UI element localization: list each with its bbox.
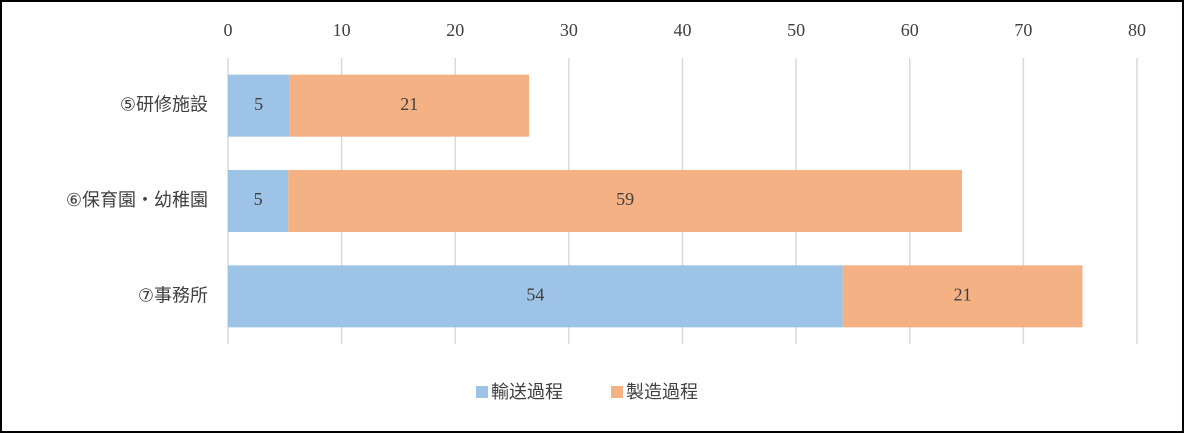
category-label: ⑦事務所 bbox=[138, 285, 208, 306]
x-tick-label: 50 bbox=[787, 20, 805, 40]
data-label: 5 bbox=[254, 94, 263, 114]
data-label: 21 bbox=[400, 94, 418, 114]
data-label: 54 bbox=[526, 284, 544, 304]
x-tick-label: 70 bbox=[1014, 20, 1032, 40]
bar-segment bbox=[228, 265, 843, 328]
x-tick-label: 30 bbox=[560, 20, 578, 40]
bar-segment bbox=[289, 74, 530, 137]
bar-segment bbox=[228, 74, 290, 137]
legend-marker bbox=[476, 386, 488, 398]
x-tick-label: 40 bbox=[674, 20, 692, 40]
data-label: 21 bbox=[954, 284, 972, 304]
x-tick-label: 60 bbox=[901, 20, 919, 40]
x-tick-label: 20 bbox=[446, 20, 464, 40]
category-label: ⑤研修施設 bbox=[120, 95, 208, 116]
bar-segment bbox=[842, 265, 1083, 328]
category-label: ⑥保育園・幼稚園 bbox=[66, 190, 208, 211]
bar-segment bbox=[228, 170, 289, 232]
data-label: 5 bbox=[254, 189, 263, 209]
data-label: 59 bbox=[616, 189, 634, 209]
x-tick-label: 0 bbox=[224, 20, 233, 40]
legend-label: 製造過程 bbox=[626, 382, 698, 403]
legend-label: 輸送過程 bbox=[491, 382, 563, 403]
x-tick-label: 10 bbox=[333, 20, 351, 40]
bar-segment bbox=[288, 170, 963, 232]
x-tick-label: 80 bbox=[1128, 20, 1146, 40]
legend-marker bbox=[611, 386, 623, 398]
